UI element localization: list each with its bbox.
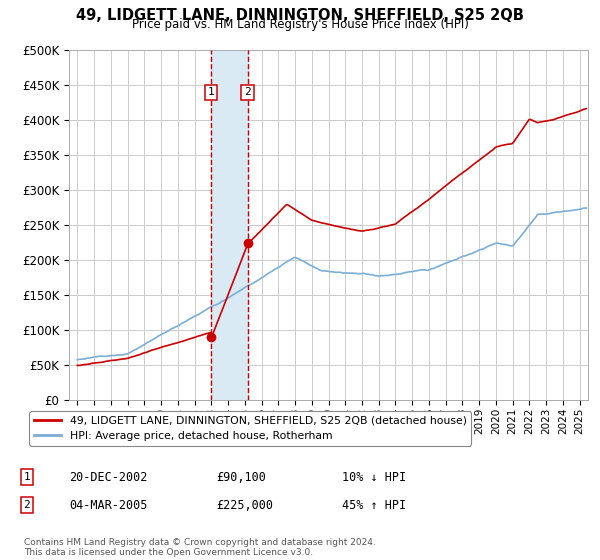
Text: 1: 1 [208,87,214,97]
Text: 2: 2 [23,500,31,510]
Text: 45% ↑ HPI: 45% ↑ HPI [342,498,406,512]
Text: £225,000: £225,000 [216,498,273,512]
Text: Price paid vs. HM Land Registry's House Price Index (HPI): Price paid vs. HM Land Registry's House … [131,18,469,31]
Text: Contains HM Land Registry data © Crown copyright and database right 2024.
This d: Contains HM Land Registry data © Crown c… [24,538,376,557]
Bar [211,50,248,400]
Text: £90,100: £90,100 [216,470,266,484]
Text: 2: 2 [244,87,251,97]
Legend: 49, LIDGETT LANE, DINNINGTON, SHEFFIELD, S25 2QB (detached house), HPI: Average : 49, LIDGETT LANE, DINNINGTON, SHEFFIELD,… [29,412,471,446]
Text: 1: 1 [23,472,31,482]
Text: 20-DEC-2002: 20-DEC-2002 [69,470,148,484]
Text: 04-MAR-2005: 04-MAR-2005 [69,498,148,512]
Text: 49, LIDGETT LANE, DINNINGTON, SHEFFIELD, S25 2QB: 49, LIDGETT LANE, DINNINGTON, SHEFFIELD,… [76,8,524,24]
Text: 10% ↓ HPI: 10% ↓ HPI [342,470,406,484]
